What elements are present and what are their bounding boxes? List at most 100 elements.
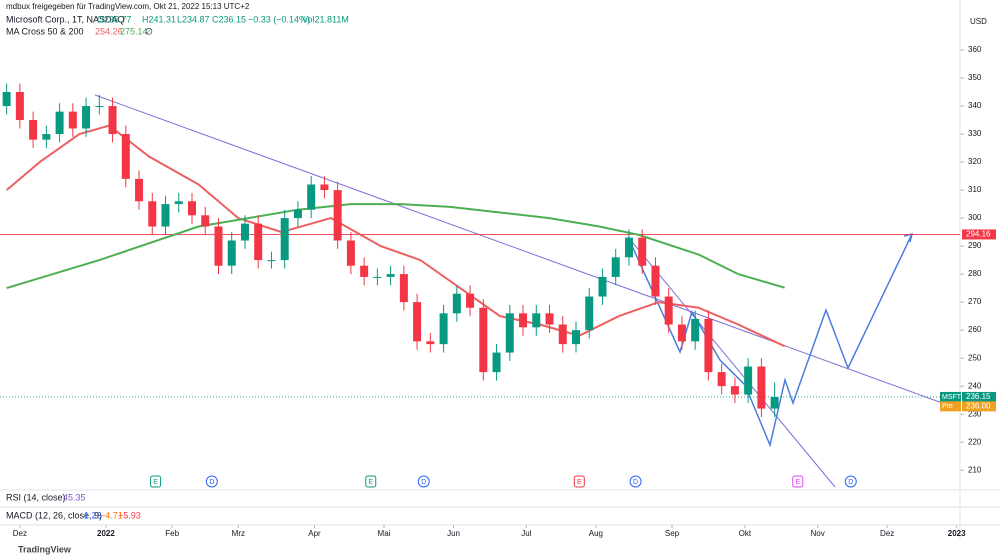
- candle-body: [532, 313, 541, 328]
- candle-body: [240, 223, 249, 241]
- candle-body: [333, 190, 342, 241]
- candle-body: [201, 215, 210, 227]
- price-badge-label: 236.00: [966, 401, 991, 410]
- price-badge: [962, 401, 996, 412]
- y-tick-label: 350: [968, 73, 982, 82]
- x-tick-label: 2022: [97, 529, 115, 538]
- event-marker: [844, 475, 857, 488]
- y-tick-label: 310: [968, 185, 982, 194]
- shared-note: mdbux freigegeben für TradingView.com, O…: [6, 2, 250, 11]
- candle-body: [188, 201, 196, 216]
- currency: USD: [970, 17, 987, 26]
- arrow-head: [903, 232, 914, 243]
- x-tick-label: Aug: [589, 529, 603, 538]
- candle-body: [29, 120, 38, 140]
- ma-icon: ∅: [145, 26, 153, 36]
- y-tick-label: 320: [968, 157, 982, 166]
- x-tick-label: Feb: [165, 529, 179, 538]
- candle-body: [121, 134, 130, 179]
- event-marker: [417, 475, 430, 488]
- low: L234.87: [177, 14, 210, 24]
- price-badge: [962, 391, 996, 402]
- event-label: E: [795, 479, 800, 486]
- x-tick-label: Apr: [308, 529, 321, 538]
- trend-line: [627, 236, 836, 488]
- x-tick-label: Jun: [447, 529, 460, 538]
- symbol: Microsoft Corp., 1T, NASDAQ: [6, 14, 125, 24]
- candle-body: [691, 318, 700, 342]
- tag-label: Pre: [942, 403, 953, 410]
- candle-body: [413, 302, 422, 342]
- candle-body: [148, 201, 157, 227]
- price-badge-label: 236.15: [966, 392, 991, 401]
- y-tick-label: 230: [968, 409, 982, 418]
- candle-body: [744, 366, 753, 395]
- legend: Microsoft Corp., 1T, NASDAQ O235.77 H241…: [6, 14, 349, 36]
- y-tick-label: 210: [968, 465, 982, 474]
- y-tick-label: 300: [968, 213, 982, 222]
- candle-body: [174, 201, 183, 205]
- event-label: E: [577, 479, 582, 486]
- candle-body: [267, 260, 276, 262]
- candle-body: [426, 341, 435, 345]
- x-tick-label: Mai: [378, 529, 391, 538]
- event-label: D: [848, 479, 853, 486]
- x-tick-label: Nov: [811, 529, 825, 538]
- candle-body: [82, 106, 91, 129]
- candle-body: [439, 313, 448, 345]
- candle-body: [651, 265, 660, 297]
- rsi-title: RSI (14, close): [6, 492, 66, 502]
- y-tick-label: 260: [968, 325, 982, 334]
- price-badge-label: 294.16: [966, 230, 991, 239]
- candle-body: [704, 318, 713, 373]
- volume: Vol21.811M: [302, 14, 349, 24]
- event-label: D: [633, 479, 638, 486]
- y-tick-label: 360: [968, 45, 982, 54]
- event-label: D: [421, 479, 426, 486]
- candle-body: [68, 111, 77, 129]
- y-tick-label: 290: [968, 241, 982, 250]
- candle-body: [505, 313, 514, 353]
- macd-value: 1.23: [84, 510, 102, 520]
- y-tick-label: 250: [968, 353, 982, 362]
- tag-label: MSFT: [942, 394, 962, 401]
- event-marker: [150, 475, 162, 488]
- ma-title: MA Cross 50 & 200: [6, 26, 84, 36]
- candle-body: [227, 240, 236, 266]
- candle-body: [214, 226, 223, 266]
- event-label: D: [209, 479, 214, 486]
- change: −0.33 (−0.14%): [248, 14, 310, 24]
- candle-body: [519, 313, 528, 328]
- candle-body: [399, 274, 408, 303]
- event-marker: [205, 475, 218, 488]
- x-tick-label: Dez: [880, 529, 894, 538]
- trend-line: [94, 94, 946, 405]
- candle-body: [2, 92, 11, 107]
- y-tick-label: 270: [968, 297, 982, 306]
- y-tick-label: 220: [968, 437, 982, 446]
- tag-badge: [940, 391, 961, 402]
- candle-body: [611, 257, 620, 277]
- candle-body: [770, 396, 779, 409]
- candle-body: [346, 240, 355, 266]
- y-tick-label: 240: [968, 381, 982, 390]
- candle-body: [386, 274, 395, 277]
- open: O235.77: [97, 14, 132, 24]
- candle-body: [55, 111, 64, 135]
- close: C236.15: [212, 14, 246, 24]
- candle-body: [254, 223, 263, 261]
- candle-body: [42, 134, 51, 140]
- tag-badge: [940, 401, 961, 412]
- candle-body: [664, 296, 673, 325]
- candle-body: [624, 237, 633, 258]
- x-tick-label: Mrz: [232, 529, 245, 538]
- plot: 210 220 230 240 250 260 270 280 290 300 310 320 330 3…: [0, 45, 996, 538]
- candle-body: [360, 265, 369, 277]
- candle-body: [280, 218, 289, 261]
- rsi-value: 45.35: [63, 492, 86, 502]
- candle-body: [677, 324, 686, 342]
- candle-body: [373, 276, 382, 278]
- event-marker: [365, 475, 377, 488]
- candle-body: [757, 366, 766, 409]
